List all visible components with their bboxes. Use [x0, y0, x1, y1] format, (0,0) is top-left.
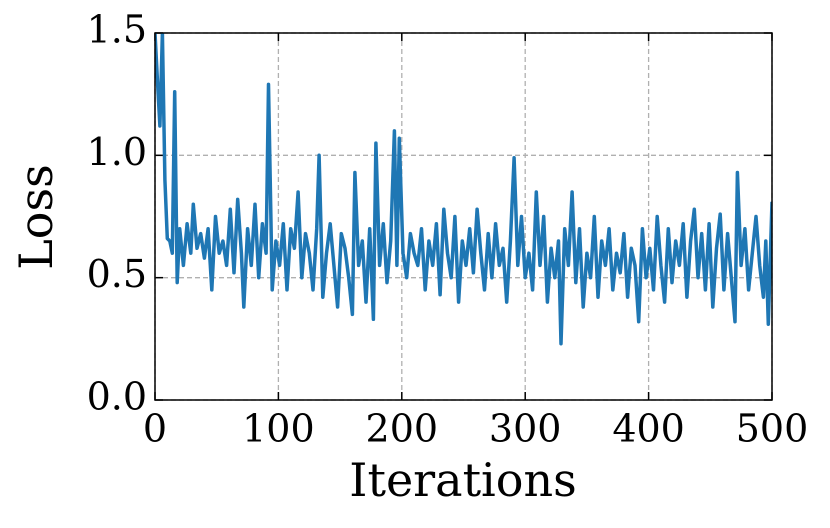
y-tick-label: 0.5: [87, 252, 147, 296]
x-axis-label: Iterations: [349, 453, 576, 507]
y-axis-label: Loss: [9, 164, 63, 269]
y-tick-label: 0.0: [87, 375, 147, 419]
y-tick-label: 1.5: [87, 8, 147, 52]
x-tick-label: 300: [489, 407, 562, 451]
x-tick-label: 500: [736, 407, 809, 451]
y-tick-label: 1.0: [87, 130, 147, 174]
plot-frame: [154, 32, 773, 401]
x-tick-label: 200: [366, 407, 439, 451]
x-tick-label: 400: [612, 407, 685, 451]
loss-line: [155, 33, 772, 346]
x-tick-label: 100: [242, 407, 315, 451]
x-tick-label: 0: [143, 407, 167, 451]
